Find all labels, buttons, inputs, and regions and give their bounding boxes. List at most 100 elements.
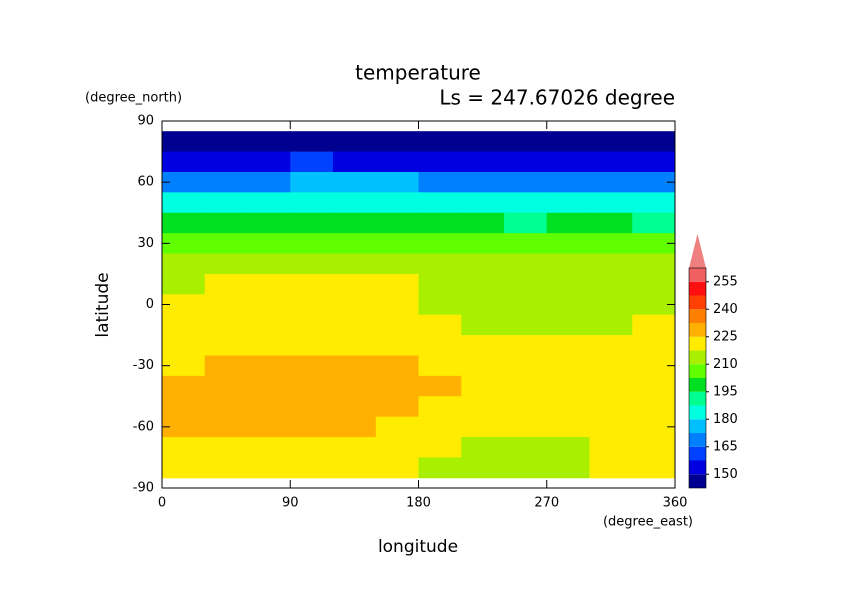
contour-cell [632,171,676,193]
contour-cell [504,355,548,377]
contour-cell [589,335,633,356]
contour-cell [504,375,548,397]
contour-cell [162,294,206,316]
contour-cell [204,437,248,458]
contour-cell [418,437,462,458]
colorbar-tick-label: 210 [713,357,738,372]
contour-cell [290,416,334,438]
contour-cell [418,335,462,356]
y-axis-label: latitude [93,272,113,337]
contour-cell [546,375,590,397]
contour-cell [162,396,206,418]
contour-cell [375,294,419,316]
field [162,131,676,479]
x-tick-label: 360 [663,496,688,511]
x-tick-label: 270 [534,496,559,511]
y-tick-label: 0 [146,297,154,312]
contour-cell [204,131,248,153]
contour-cell [290,437,334,458]
y-units: (degree_north) [85,91,182,106]
contour-cell [375,233,419,255]
contour-cell [290,355,334,377]
contour-cell [375,151,419,173]
contour-cell [589,151,633,173]
contour-cell [162,233,206,255]
contour-cell [546,171,590,193]
contour-cell [589,192,633,214]
contour-cell [504,171,548,193]
contour-cell [632,212,676,234]
y-tick-label: -60 [133,419,154,434]
contour-cell [333,273,377,295]
contour-cell [418,355,462,377]
contour-cell [162,171,206,193]
contour-cell [461,192,505,214]
contour-cell [418,396,462,418]
contour-cell [589,253,633,275]
contour-cell [461,233,505,255]
contour-cell [247,171,291,193]
contour-cell [461,171,505,193]
contour-cell [375,416,419,438]
contour-cell [546,437,590,458]
colorbar-box [689,268,706,282]
contour-cell [247,192,291,214]
contour-cell [589,233,633,255]
contour-cell [375,314,419,336]
contour-cell [461,212,505,234]
colorbar-box [689,295,706,310]
contour-cell [204,273,248,295]
contour-cell [247,253,291,275]
contour-cell [375,192,419,214]
y-tick-label: 60 [137,175,154,190]
contour-cell [333,131,377,153]
contour-cell [589,294,633,316]
contour-cell [162,437,206,458]
contour-cell [461,416,505,438]
contour-cell [290,294,334,316]
contour-cell [589,457,633,479]
colorbar-tick-label: 255 [713,274,738,289]
contour-cell [375,273,419,295]
colorbar-box [689,378,706,392]
contour-cell [504,437,548,458]
contour-cell [290,233,334,255]
colorbar-tick-label: 180 [713,412,738,427]
contour-cell [162,192,206,214]
contour-cell [418,212,462,234]
contour-cell [162,314,206,336]
contour-cell [204,212,248,234]
colorbar-over [689,234,706,268]
contour-cell [461,437,505,458]
x-tick-label: 180 [406,496,431,511]
contour-cell [162,457,206,479]
contour-cell [589,396,633,418]
contour-cell [632,437,676,458]
y-tick-label: 90 [137,114,154,129]
contour-cell [632,192,676,214]
contour-cell [504,233,548,255]
contour-cell [290,273,334,295]
contour-cell [204,375,248,397]
contour-cell [546,335,590,356]
contour-cell [204,171,248,193]
contour-cell [290,212,334,234]
contour-cell [589,355,633,377]
contour-cell [418,253,462,275]
contour-cell [204,233,248,255]
contour-cell [546,192,590,214]
contour-cell [290,457,334,479]
contour-cell [162,355,206,377]
contour-cell [504,335,548,356]
contour-cell [461,294,505,316]
contour-cell [204,151,248,173]
contour-cell [333,437,377,458]
contour-cell [504,294,548,316]
contour-cell [632,416,676,438]
contour-cell [632,151,676,173]
contour-cell [461,314,505,336]
colorbar-box [689,364,706,378]
contour-cell [375,457,419,479]
contour-cell [546,151,590,173]
contour-cell [333,151,377,173]
